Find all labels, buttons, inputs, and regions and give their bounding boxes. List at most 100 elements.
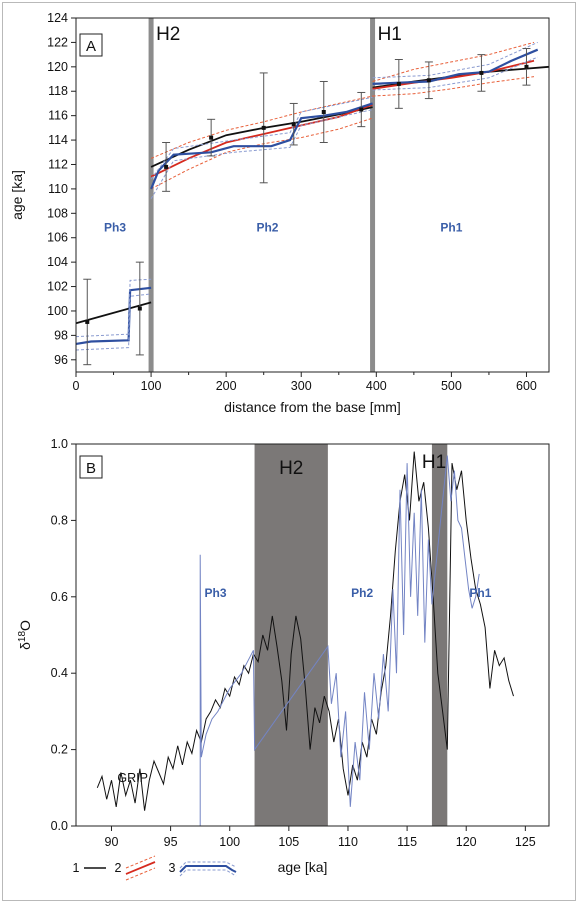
legend-swatch-2-upper xyxy=(125,855,156,869)
date-point-3 xyxy=(209,135,214,140)
date-point-0 xyxy=(85,319,90,324)
series-3-ci-segment-5 xyxy=(372,41,538,79)
x-tick-label-a-5: 500 xyxy=(441,379,462,393)
x-tick-label-a-6: 600 xyxy=(516,379,537,393)
date-point-6 xyxy=(321,109,326,114)
y-tick-label-a-9: 114 xyxy=(48,133,68,147)
annotation-grip: GRIP xyxy=(117,771,148,785)
x-tick-label-b-7: 125 xyxy=(515,835,536,849)
series-3-segment-0 xyxy=(75,286,152,345)
series-2-segment-0 xyxy=(150,103,373,178)
series-1-segment-0 xyxy=(75,301,152,325)
legend-number-1: 1 xyxy=(73,861,80,875)
x-tick-label-a-4: 400 xyxy=(366,379,387,393)
date-point-11 xyxy=(524,64,529,69)
x-tick-label-a-2: 200 xyxy=(216,379,237,393)
y-tick-label-a-2: 100 xyxy=(47,304,68,318)
legend-number-3: 3 xyxy=(169,861,176,875)
y-tick-label-a-12: 120 xyxy=(47,60,68,74)
phase-label-b-ph3: Ph3 xyxy=(205,586,227,600)
series-3-ci-segment-0 xyxy=(75,293,152,351)
y-axis-label-b-main: δ xyxy=(17,642,33,650)
panel-a: H2 H1 Ph3 Ph2 Ph1 0 100 200 300 400 500 600 96 98 100 1… xyxy=(9,11,550,415)
x-tick-label-a-3: 300 xyxy=(291,379,312,393)
legend: 1 2 3 xyxy=(73,855,237,881)
y-tick-label-b-3: 0.6 xyxy=(51,590,68,604)
panel-box-a xyxy=(79,33,103,57)
y-axis-label-b: δ18O xyxy=(17,620,34,650)
y-axis-label-a: age [ka] xyxy=(9,170,25,220)
x-tick-label-b-3: 105 xyxy=(278,835,299,849)
date-point-4 xyxy=(261,125,266,130)
x-axis-label-a: distance from the base [mm] xyxy=(224,399,401,415)
x-tick-label-b-4: 110 xyxy=(338,835,358,849)
date-point-9 xyxy=(426,78,431,83)
legend-swatch-2-lower xyxy=(125,867,156,881)
date-point-1 xyxy=(137,306,142,311)
y-tick-label-a-6: 108 xyxy=(47,206,68,220)
hiatus-band-h1 xyxy=(431,444,448,826)
y-tick-label-a-8: 112 xyxy=(48,157,68,171)
y-tick-label-b-1: 0.2 xyxy=(51,743,68,757)
date-point-10 xyxy=(479,70,484,75)
y-tick-label-a-0: 96 xyxy=(54,353,68,367)
y-tick-label-a-10: 116 xyxy=(48,109,68,123)
panel-letter-b: B xyxy=(86,460,96,477)
x-tick-label-b-5: 115 xyxy=(397,835,417,849)
x-tick-label-a-0: 0 xyxy=(73,379,80,393)
series-3-ci-segment-1 xyxy=(75,278,152,338)
y-axis-label-b-sup: 18 xyxy=(17,631,28,643)
y-tick-label-a-3: 102 xyxy=(47,280,68,294)
y-tick-label-b-4: 0.8 xyxy=(51,513,68,527)
series-3-ci-segment-2 xyxy=(150,109,373,199)
phase-label-ph1: Ph1 xyxy=(440,221,462,235)
y-tick-label-a-4: 104 xyxy=(47,255,68,269)
y-tick-label-b-2: 0.4 xyxy=(51,666,68,680)
legend-swatch-2 xyxy=(125,861,156,875)
series-speleothem xyxy=(199,455,480,826)
x-tick-label-b-0: 90 xyxy=(105,835,119,849)
y-tick-label-a-1: 98 xyxy=(54,328,68,342)
plot-frame-a xyxy=(75,17,550,373)
series-grip xyxy=(96,451,514,811)
hiatus-band-h2 xyxy=(254,444,328,826)
date-point-8 xyxy=(396,81,401,86)
y-tick-label-a-11: 118 xyxy=(48,84,68,98)
legend-swatch-3 xyxy=(179,865,237,873)
series-3-segment-1 xyxy=(150,102,373,190)
x-tick-label-b-1: 95 xyxy=(164,835,178,849)
date-point-5 xyxy=(291,122,296,127)
y-tick-label-a-5: 106 xyxy=(47,231,68,245)
series-3-segment-2 xyxy=(372,48,539,85)
series-2-ci-segment-2 xyxy=(372,76,535,97)
y-tick-label-a-13: 122 xyxy=(47,35,68,49)
plot-frame-b xyxy=(75,443,550,827)
hiatus-label-h2-b: H2 xyxy=(279,458,303,479)
panel-b: H2 H1 Ph3 Ph2 Ph1 GRIP 90 95 100 105 110 115 120 125 0… xyxy=(17,437,550,875)
phase-label-b-ph1: Ph1 xyxy=(469,586,491,600)
x-axis-label-b: age [ka] xyxy=(278,859,328,875)
x-tick-label-b-6: 120 xyxy=(456,835,477,849)
series-2-ci-segment-1 xyxy=(150,95,373,159)
phase-label-ph2: Ph2 xyxy=(256,221,278,235)
legend-swatch-3-lower xyxy=(179,869,237,877)
x-tick-label-b-2: 100 xyxy=(219,835,240,849)
x-tick-label-a-1: 100 xyxy=(141,379,162,393)
panel-box-b xyxy=(79,455,103,479)
phase-label-ph3: Ph3 xyxy=(104,221,126,235)
date-point-2 xyxy=(164,164,169,169)
y-tick-label-b-5: 1.0 xyxy=(51,437,68,451)
hiatus-label-h1-b: H1 xyxy=(422,452,446,473)
y-tick-label-a-14: 124 xyxy=(47,11,68,25)
legend-number-2: 2 xyxy=(115,861,122,875)
series-2-ci-segment-3 xyxy=(372,41,535,82)
panel-letter-a: A xyxy=(86,38,96,55)
y-tick-label-a-7: 110 xyxy=(48,182,68,196)
y-axis-label-b-tail: O xyxy=(17,620,33,631)
series-3-ci-segment-3 xyxy=(150,96,373,180)
date-point-7 xyxy=(359,107,364,112)
hiatus-label-h1: H1 xyxy=(378,24,402,45)
phase-label-b-ph2: Ph2 xyxy=(351,586,373,600)
